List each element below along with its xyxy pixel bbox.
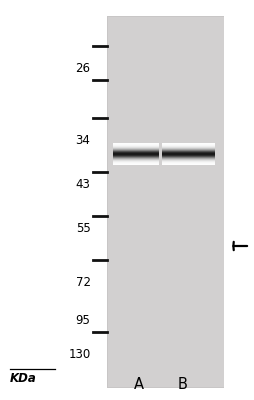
Text: 26: 26 bbox=[75, 62, 90, 74]
Text: 55: 55 bbox=[75, 222, 90, 234]
Text: 95: 95 bbox=[75, 314, 90, 326]
Bar bbox=[107, 17, 223, 387]
Text: 43: 43 bbox=[75, 178, 90, 190]
Text: A: A bbox=[133, 377, 144, 392]
Text: 34: 34 bbox=[75, 134, 90, 146]
Text: 72: 72 bbox=[75, 276, 90, 288]
Text: B: B bbox=[177, 377, 186, 392]
Text: KDa: KDa bbox=[10, 372, 37, 384]
Text: 130: 130 bbox=[68, 348, 90, 360]
Bar bbox=[107, 16, 224, 388]
